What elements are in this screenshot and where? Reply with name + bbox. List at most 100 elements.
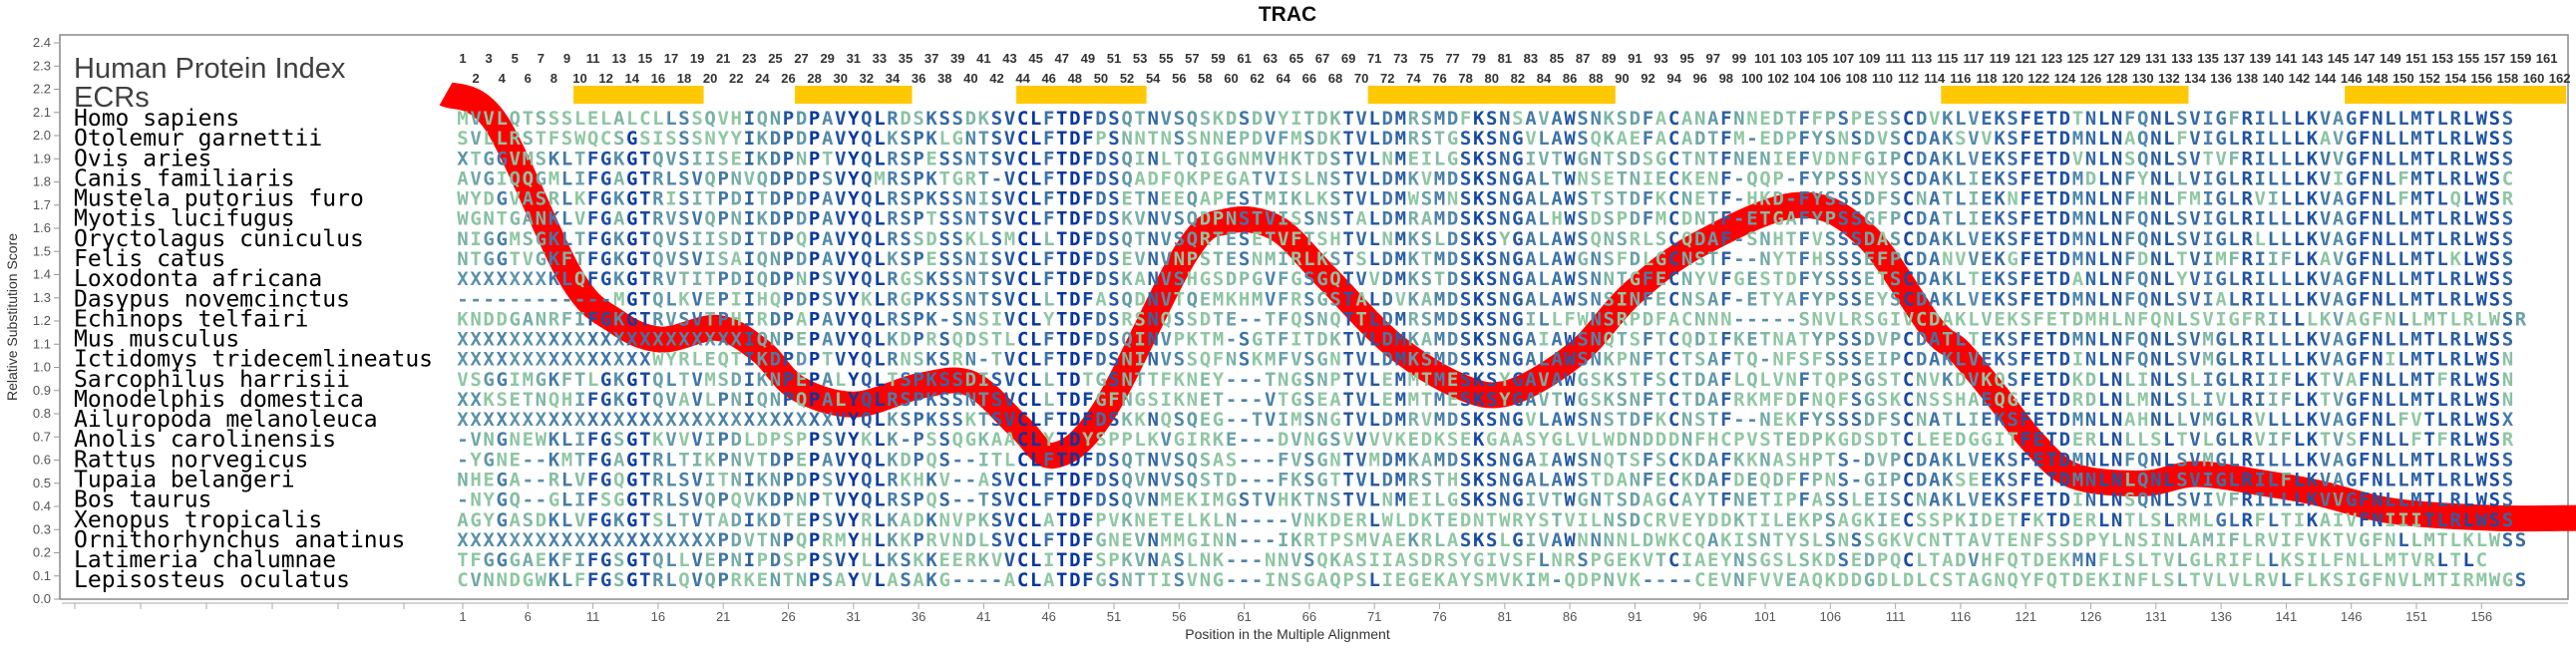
residue: K xyxy=(1604,369,1616,391)
residue: X xyxy=(2502,409,2514,431)
residue: K xyxy=(1473,228,1485,250)
residue: T xyxy=(1056,349,1067,371)
residue: H xyxy=(1981,549,1992,571)
residue: V xyxy=(691,569,702,591)
residue: F xyxy=(1720,449,1731,471)
residue: T xyxy=(1147,128,1158,150)
residue: S xyxy=(1200,470,1211,491)
residue: T xyxy=(2007,509,2018,531)
residue: L xyxy=(1955,188,1966,210)
column-number: 66 xyxy=(1302,71,1316,86)
residue: Q xyxy=(2137,128,2148,150)
residue: Y xyxy=(1694,489,1706,511)
residue: Y xyxy=(1785,529,1797,551)
residue: D xyxy=(2059,409,2070,431)
residue: Q xyxy=(1121,470,1132,491)
residue: - xyxy=(1252,429,1263,451)
residue: Y xyxy=(848,389,860,411)
residue: I xyxy=(2202,369,2213,391)
residue: V xyxy=(835,208,846,230)
residue: L xyxy=(874,470,885,491)
residue: F xyxy=(1043,167,1054,189)
residue: Q xyxy=(952,429,963,451)
residue: E xyxy=(925,248,936,270)
residue: R xyxy=(2449,108,2461,130)
residue: N xyxy=(2111,409,2122,431)
residue: M xyxy=(1434,288,1445,310)
column-number: 158 xyxy=(2497,71,2519,86)
residue: R xyxy=(2241,489,2253,511)
residue: S xyxy=(1851,349,1862,371)
residue: Y xyxy=(470,188,482,210)
residue: L xyxy=(2397,389,2408,411)
residue: E xyxy=(510,389,521,411)
residue: L xyxy=(1643,248,1654,270)
alignment-row: Homo sapiens MVVLQTSSSLELALCLLSSQVHIQNPDP… xyxy=(74,106,2513,132)
residue: P xyxy=(913,389,923,411)
residue: L xyxy=(2098,208,2109,230)
residue: L xyxy=(665,489,676,511)
residue: G xyxy=(938,569,949,591)
residue: L xyxy=(1590,429,1601,451)
residue: L xyxy=(2436,228,2447,250)
sequence-row: XXXXXXXXXXXXXXXXXXXXPDVTNPQPRMYHLKKPRVND… xyxy=(457,529,2526,551)
residue: V xyxy=(1290,429,1301,451)
residue: D xyxy=(1226,470,1237,491)
residue: L xyxy=(2320,549,2331,571)
residue: N xyxy=(1929,529,1940,551)
residue: C xyxy=(1668,549,1679,571)
residue: K xyxy=(1408,529,1420,551)
residue: L xyxy=(1955,148,1966,169)
residue: F xyxy=(2294,529,2305,551)
residue: L xyxy=(574,108,585,130)
residue: K xyxy=(1656,188,1667,210)
residue: T xyxy=(1942,188,1953,210)
residue: W xyxy=(1564,288,1576,310)
residue: P xyxy=(717,308,728,330)
residue: L xyxy=(1551,308,1562,330)
residue: L xyxy=(2228,188,2239,210)
residue: V xyxy=(1355,429,1366,451)
y-tick-label: 1.1 xyxy=(33,336,51,351)
residue: G xyxy=(1252,268,1263,290)
residue: K xyxy=(1473,449,1485,471)
residue: F xyxy=(1082,167,1093,189)
residue: G xyxy=(626,389,637,411)
residue: C xyxy=(1668,167,1679,189)
residue: F xyxy=(1643,268,1654,290)
residue: F xyxy=(1278,470,1288,491)
column-number: 58 xyxy=(1198,71,1212,86)
residue: I xyxy=(1877,148,1888,169)
residue: L xyxy=(874,409,885,431)
residue: K xyxy=(2307,369,2319,391)
residue: L xyxy=(2385,409,2395,431)
residue: I xyxy=(2228,549,2239,571)
residue: G xyxy=(496,489,507,511)
residue: F xyxy=(1082,509,1093,531)
residue: G xyxy=(1981,429,1992,451)
residue: N xyxy=(1720,308,1731,330)
residue: I xyxy=(2281,529,2292,551)
residue: V xyxy=(1707,268,1718,290)
residue: R xyxy=(2241,188,2253,210)
residue: X xyxy=(561,329,573,351)
column-number: 52 xyxy=(1120,71,1134,86)
residue: L xyxy=(874,509,885,531)
residue: T xyxy=(1630,369,1641,391)
residue: E xyxy=(1200,389,1211,411)
residue: L xyxy=(1368,349,1379,371)
residue: T xyxy=(1890,369,1901,391)
residue: S xyxy=(1656,228,1666,250)
residue: E xyxy=(796,509,807,531)
residue: C xyxy=(1668,128,1679,150)
column-number: 111 xyxy=(1885,51,1905,66)
residue: N xyxy=(2150,228,2161,250)
residue: R xyxy=(2241,470,2253,491)
residue: S xyxy=(1200,108,1211,130)
residue: I xyxy=(2202,288,2213,310)
residue: Q xyxy=(510,167,521,189)
residue: F xyxy=(1043,188,1054,210)
residue: X xyxy=(704,409,716,431)
residue: I xyxy=(1187,429,1198,451)
residue: I xyxy=(691,148,702,169)
